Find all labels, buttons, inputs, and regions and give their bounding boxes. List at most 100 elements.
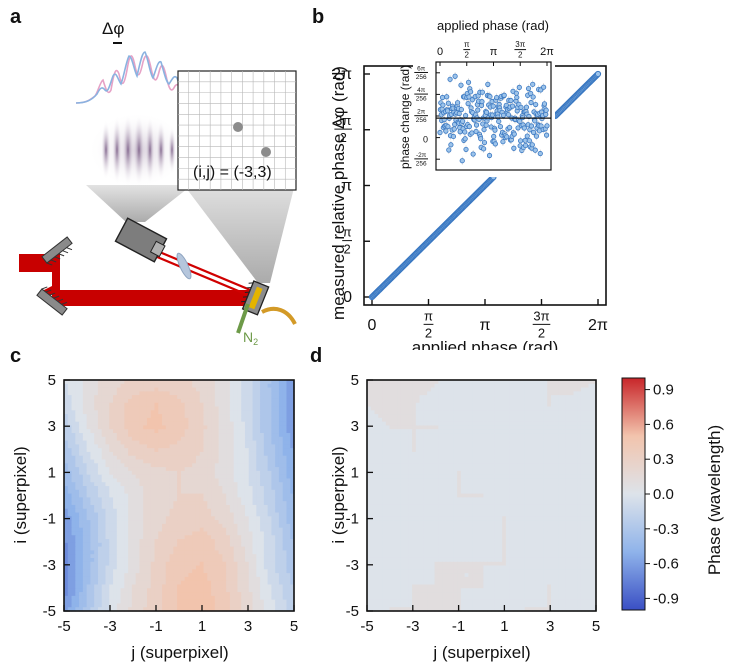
heatmap-cell [226,425,231,430]
heatmap-cell [128,398,133,404]
heatmap-cell [290,429,295,434]
heatmap-cell [271,440,276,445]
heatmap-cell [263,406,269,411]
heatmap-cell [158,406,163,411]
heatmap-cell [286,486,291,491]
heatmap-cell [263,588,269,593]
heatmap-cell [177,417,182,423]
heatmap-cell [513,387,518,392]
heatmap-cell [241,414,246,419]
heatmap-cell [278,523,284,529]
heatmap-cell [146,546,152,552]
heatmap-cell [233,489,239,495]
heatmap-cell [400,387,406,392]
heatmap-cell [367,391,372,396]
heatmap-cell [105,478,110,483]
heatmap-cell [248,595,254,601]
heatmap-cell [520,395,526,400]
heatmap-cell [203,489,208,495]
heatmap-cell [524,398,530,404]
heatmap-cell [184,531,190,536]
heatmap-cell [135,527,141,533]
heatmap-cell [290,440,295,445]
heatmap-cell [169,410,174,415]
heatmap-cell [184,512,190,517]
heatmap-cell [154,599,159,605]
heatmap-cell [532,387,537,392]
heatmap-cell [71,451,76,457]
heatmap-cell [237,573,242,578]
heatmap-cell [165,520,171,525]
heatmap-cell [252,486,257,491]
heatmap-cell [124,557,129,563]
heatmap-cell [222,588,227,593]
heatmap-cell [211,542,216,548]
heatmap-cell [475,387,481,392]
heatmap-cell [109,482,114,487]
heatmap-cell [82,595,88,601]
heatmap-cell [116,380,122,385]
heatmap-cell [105,501,110,506]
heatmap-cell [82,539,88,544]
heatmap-cell [143,482,148,487]
xtick-label: -3 [103,618,116,635]
heatmap-cell [393,398,398,404]
heatmap-cell [67,486,73,491]
heatmap-cell [241,380,246,385]
heatmap-cell [154,380,159,385]
heatmap-cell [256,546,261,552]
heatmap-cell [139,576,144,582]
heatmap-cell [184,592,190,597]
heatmap-cell [86,588,91,593]
heatmap-cell [90,402,95,408]
heatmap-cell [82,554,88,559]
heatmap-cell [278,493,284,498]
heatmap-cell [244,497,250,502]
heatmap-cell [86,395,91,400]
heatmap-cell [64,550,69,555]
heatmap-cell [286,429,291,434]
heatmap-cell [116,516,122,521]
heatmap-cell [203,584,208,589]
heatmap-cell [165,478,171,483]
heatmap-cell [184,523,190,529]
heatmap-cell [124,486,129,491]
heatmap-cell [282,520,288,525]
heatmap-cell [229,395,235,400]
heatmap-cell [290,531,295,536]
heatmap-cell [218,474,223,480]
heatmap-cell [207,395,212,400]
heatmap-cell [177,542,182,548]
heatmap-cell [90,391,95,396]
heatmap-cell [139,417,144,423]
heatmap-cell [105,607,110,612]
heatmap-cell [105,391,110,396]
heatmap-cell [113,470,118,476]
heatmap-cell [64,523,69,529]
heatmap-cell [94,520,99,525]
panel-label-c: c [10,345,22,367]
heatmap-cell [177,531,182,536]
heatmap-cell [286,398,291,404]
heatmap-cell [139,433,144,438]
heatmap-cell [256,516,261,521]
heatmap-cell [71,474,76,480]
heatmap-cell [71,467,76,472]
heatmap-cell [135,391,141,396]
inset-point [437,129,443,136]
heatmap-cell [154,436,159,442]
heatmap-cell [260,565,265,570]
heatmap-cell [154,527,159,533]
heatmap-cell [135,550,141,555]
camera [114,217,168,263]
inset-point [532,118,538,124]
heatmap-cell [67,576,73,582]
heatmap-cell [97,588,103,593]
heatmap-cell [244,482,250,487]
heatmap-cell [214,573,220,578]
heatmap-cell [135,504,141,510]
heatmap-cell [237,569,242,574]
heatmap-cell [244,463,250,468]
heatmap-cell [173,451,178,457]
heatmap-cell [75,569,80,574]
